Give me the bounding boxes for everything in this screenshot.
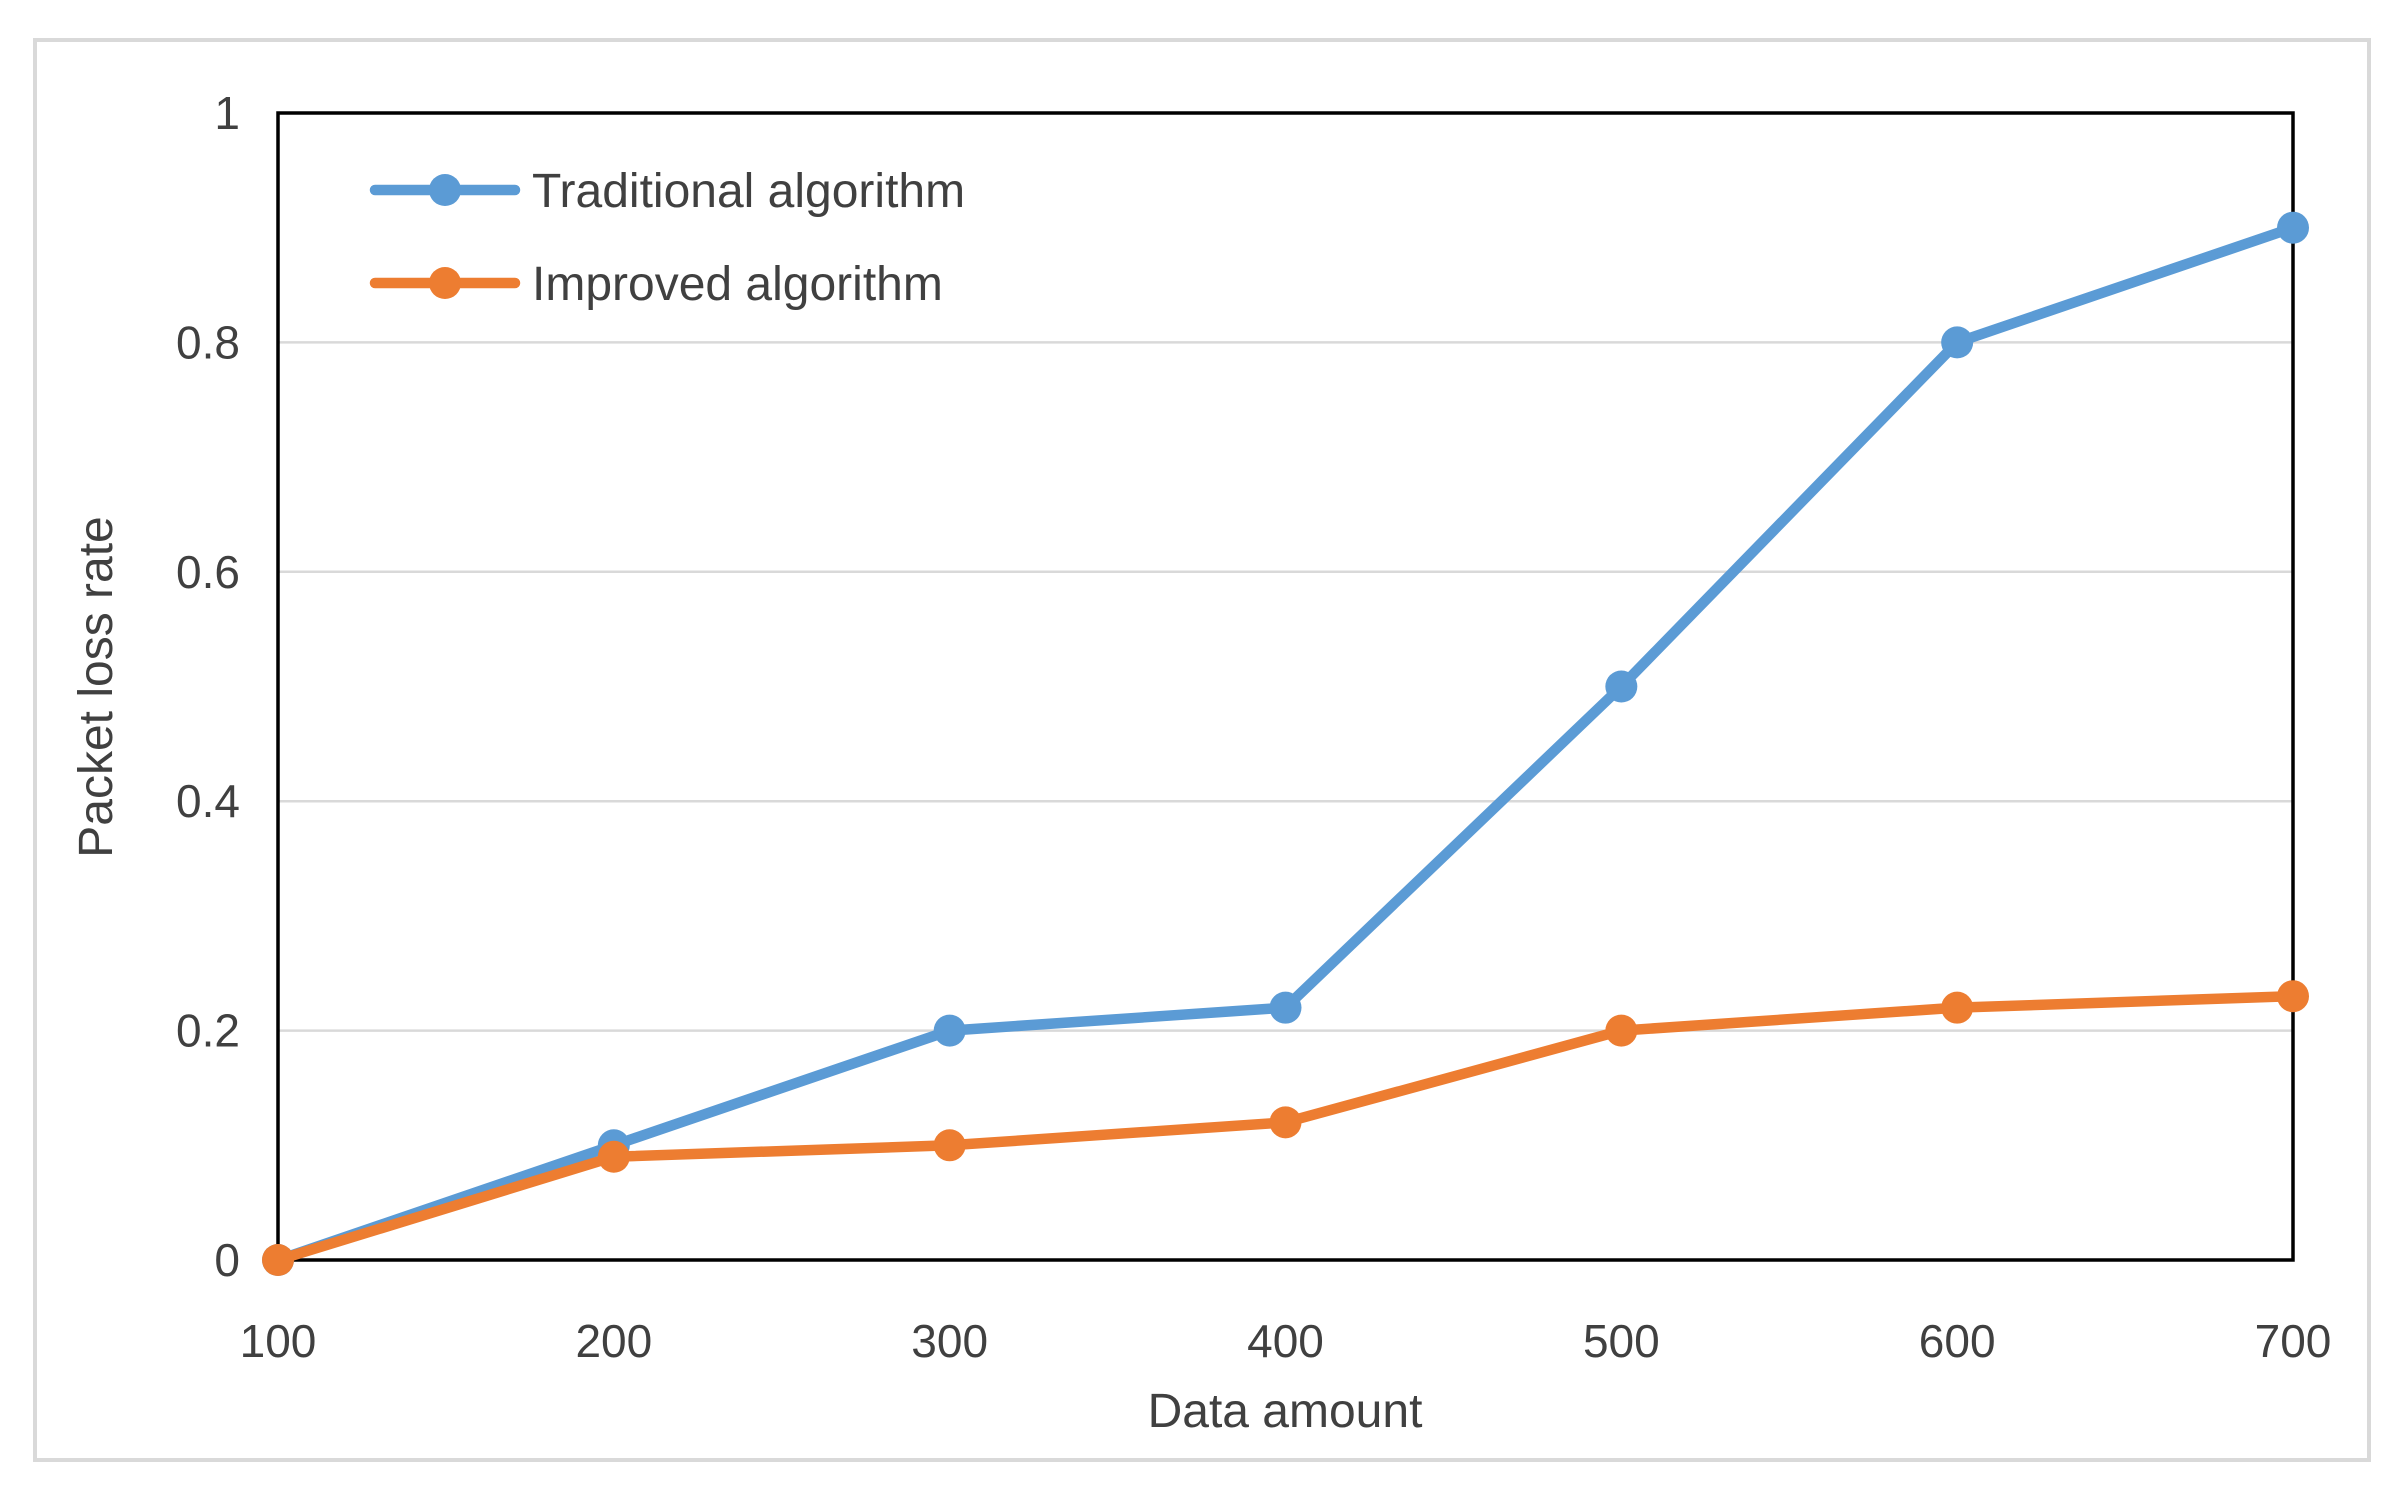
- data-point-marker: [1605, 670, 1638, 703]
- x-tick-label-400: 400: [1247, 1315, 1324, 1367]
- figure-border: [33, 38, 2371, 1462]
- data-point-marker: [1941, 326, 1974, 359]
- data-point-marker: [2277, 211, 2309, 244]
- series-improved-algorithm: [262, 980, 2309, 1276]
- legend: Traditional algorithm Improved algorithm: [369, 165, 965, 311]
- series-line: [272, 222, 2299, 1266]
- data-point-marker: [2277, 980, 2309, 1013]
- x-tick-label-200: 200: [575, 1315, 652, 1367]
- data-series: [262, 211, 2309, 1276]
- y-axis-title: Packet loss rate: [70, 516, 123, 857]
- y-tick-label-0.4: 0.4: [176, 775, 240, 827]
- legend-marker-icon: [429, 267, 461, 299]
- y-tick-label-0.2: 0.2: [176, 1005, 240, 1057]
- legend-item-improved-algorithm: Improved algorithm: [369, 258, 943, 311]
- y-tick-label-0: 0: [214, 1234, 240, 1286]
- legend-label: Traditional algorithm: [532, 165, 965, 218]
- data-point-marker: [1941, 991, 1974, 1024]
- plot-area-border: [276, 111, 2295, 1262]
- data-point-marker: [262, 1244, 294, 1276]
- x-tick-label-300: 300: [911, 1315, 988, 1367]
- y-tick-label-0.8: 0.8: [176, 316, 240, 368]
- data-point-marker: [597, 1140, 630, 1173]
- x-tick-label-500: 500: [1583, 1315, 1660, 1367]
- data-point-marker: [1605, 1014, 1638, 1047]
- axis-tick-labels: 0 0.2 0.4 0.6 0.8 1 100 200 300 400 500 600 700: [176, 87, 2331, 1367]
- legend-marker-icon: [429, 174, 461, 206]
- data-point-marker: [1269, 991, 1302, 1024]
- y-tick-label-0.6: 0.6: [176, 546, 240, 598]
- data-point-marker: [933, 1129, 966, 1162]
- x-tick-label-600: 600: [1919, 1315, 1996, 1367]
- y-tick-label-1: 1: [214, 87, 240, 139]
- x-tick-label-100: 100: [240, 1315, 317, 1367]
- x-tick-label-700: 700: [2255, 1315, 2332, 1367]
- plot-border: [276, 111, 2295, 1262]
- legend-item-traditional-algorithm: Traditional algorithm: [369, 165, 965, 218]
- legend-label: Improved algorithm: [532, 258, 943, 311]
- gridlines: [278, 341, 2293, 1032]
- data-point-marker: [933, 1014, 966, 1047]
- data-point-marker: [1269, 1106, 1302, 1139]
- x-axis-title: Data amount: [1148, 1385, 1423, 1438]
